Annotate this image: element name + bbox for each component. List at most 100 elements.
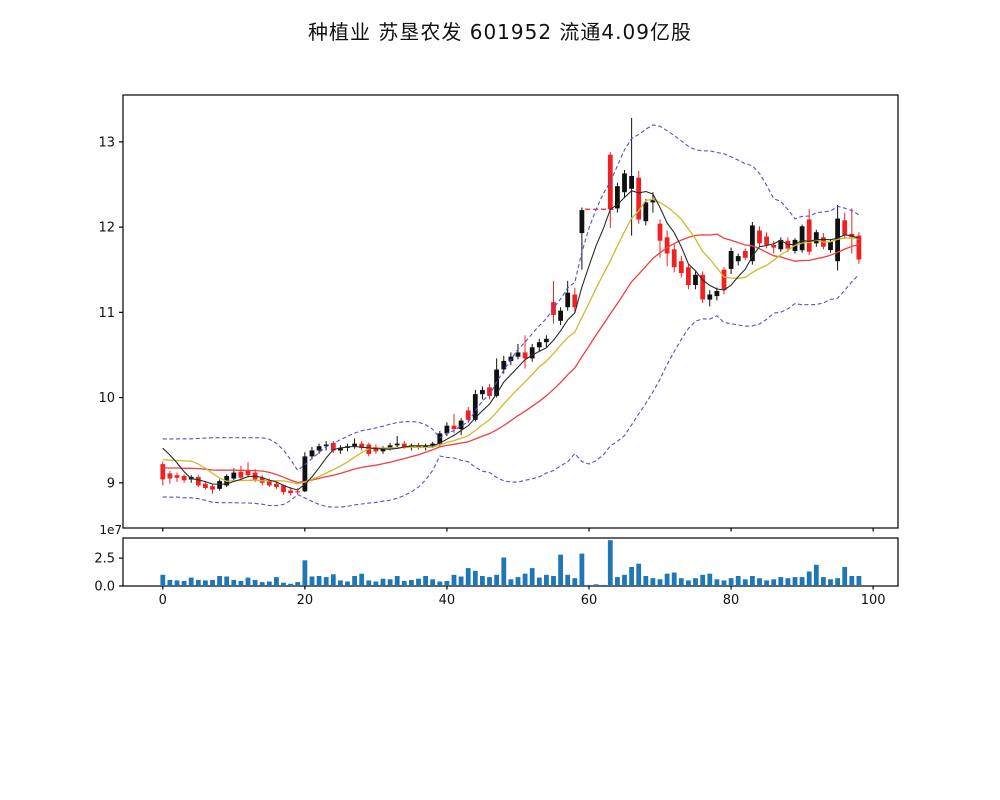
- volume-bar: [224, 576, 230, 586]
- candle: [430, 443, 436, 446]
- volume-bar: [593, 584, 599, 586]
- volume-bar: [494, 574, 499, 586]
- volume-bar: [281, 582, 286, 586]
- volume-bar: [650, 578, 656, 586]
- volume-bar: [465, 568, 471, 586]
- volume-bar: [735, 576, 741, 586]
- candle: [529, 347, 535, 359]
- volume-bar: [316, 576, 322, 586]
- volume-bar: [437, 581, 443, 586]
- candle: [465, 410, 471, 420]
- volume-bar: [643, 576, 649, 586]
- candle: [678, 261, 684, 274]
- candle: [394, 443, 400, 446]
- volume-bar: [423, 576, 428, 586]
- volume-bar: [508, 579, 514, 586]
- candle: [167, 473, 173, 479]
- volume-bar: [586, 584, 592, 586]
- volume-bar: [302, 560, 308, 586]
- candle: [480, 389, 485, 395]
- volume-bar: [544, 574, 549, 586]
- candle: [387, 445, 393, 448]
- candle: [210, 486, 215, 490]
- volume-bar: [622, 574, 627, 586]
- price-tick-label: 13: [98, 135, 115, 150]
- price-tick-label: 11: [98, 306, 115, 321]
- volume-bar: [394, 576, 400, 586]
- price-tick-label: 10: [98, 391, 115, 406]
- volume-bar: [572, 578, 578, 586]
- ma10-line: [162, 198, 859, 485]
- candle: [274, 483, 279, 488]
- candle: [295, 491, 301, 493]
- candle: [238, 471, 244, 478]
- candle: [572, 294, 578, 308]
- price-pane-frame: [122, 94, 899, 529]
- volume-bar: [792, 577, 798, 586]
- candle: [195, 476, 201, 486]
- volume-bar: [629, 567, 634, 586]
- volume-bar: [813, 564, 819, 586]
- volume-bar: [565, 574, 571, 586]
- volume-bar: [785, 578, 791, 586]
- candle: [487, 387, 492, 396]
- volume-bar: [707, 573, 713, 586]
- candle: [721, 269, 727, 291]
- volume-bar: [600, 584, 606, 586]
- candle: [629, 176, 634, 189]
- volume-bar: [309, 576, 315, 586]
- candle: [650, 199, 656, 203]
- candle: [742, 251, 748, 258]
- x-tick-label: 40: [439, 593, 456, 608]
- candle: [615, 186, 620, 209]
- volume-bar: [536, 577, 542, 586]
- volume-bar: [238, 581, 244, 586]
- candle: [352, 443, 357, 447]
- candle: [181, 476, 187, 481]
- volume-bar: [203, 580, 208, 586]
- candle: [423, 445, 428, 448]
- candle: [359, 443, 365, 448]
- x-tick-label: 20: [297, 593, 314, 608]
- volume-bar: [295, 582, 301, 586]
- volume-bar: [323, 577, 329, 586]
- volume-bar: [693, 578, 698, 586]
- candle: [231, 472, 237, 479]
- candle: [302, 456, 308, 492]
- price-pane: 9 10 11 12 13: [98, 94, 899, 532]
- candle: [657, 223, 663, 241]
- candle: [771, 245, 777, 248]
- volume-bar: [856, 576, 862, 586]
- bollinger-upper-line: [162, 124, 860, 471]
- volume-bar: [195, 579, 201, 586]
- volume-bar: [522, 573, 528, 586]
- volume-bar: [678, 578, 684, 586]
- volume-bar: [664, 573, 670, 586]
- volume-bar: [252, 579, 258, 586]
- candle: [728, 251, 734, 269]
- candle: [416, 445, 421, 448]
- candle: [309, 450, 315, 457]
- candle: [735, 256, 741, 262]
- volume-bar: [558, 554, 563, 586]
- price-tick-label: 9: [107, 476, 115, 491]
- candle: [828, 241, 833, 251]
- volume-bar: [472, 570, 478, 586]
- volume-bar: [480, 576, 485, 586]
- candle: [842, 220, 848, 235]
- volume-bar: [167, 579, 173, 586]
- candle: [522, 352, 528, 359]
- candle: [544, 338, 549, 343]
- candle: [700, 274, 706, 300]
- candle: [686, 267, 691, 286]
- candle: [565, 292, 571, 308]
- candle: [778, 239, 784, 250]
- candle: [203, 483, 208, 488]
- volume-bar: [444, 581, 450, 586]
- volume-bar: [387, 579, 393, 586]
- volume-bar: [551, 576, 556, 586]
- candle: [501, 360, 507, 370]
- volume-bar: [188, 577, 194, 586]
- candle: [536, 342, 542, 348]
